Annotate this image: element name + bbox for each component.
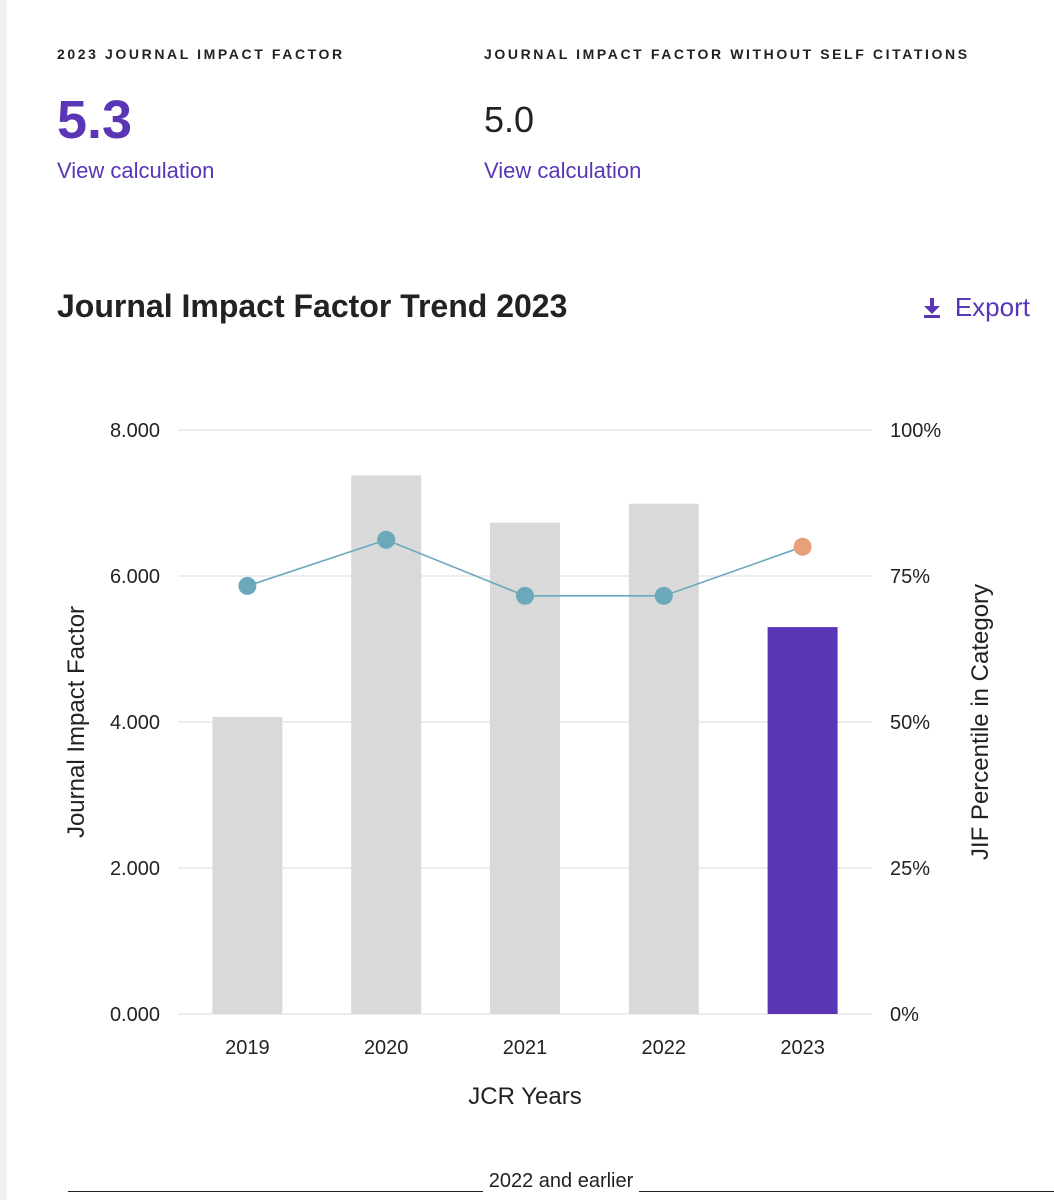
y2-axis-title: JIF Percentile in Category [967,584,994,860]
bar-2023 [767,627,838,1014]
divider-label: 2022 and earlier [488,1170,634,1192]
download-icon [923,297,941,318]
x-tick-label: 2020 [364,1037,409,1059]
view-calculation-link[interactable]: View calculation [57,158,215,183]
metric-jif: 2023 JOURNAL IMPACT FACTOR 5.3 View calc… [57,46,345,184]
metric-jif-label: 2023 JOURNAL IMPACT FACTOR [57,46,345,62]
y-tick-label: 4.000 [110,712,160,734]
metric-jif-without-self-value: 5.0 [484,99,535,140]
view-calculation-link-self[interactable]: View calculation [484,158,642,183]
x-tick-label: 2019 [225,1037,270,1059]
metric-jif-without-self-label: JOURNAL IMPACT FACTOR WITHOUT SELF CITAT… [484,46,970,62]
percentile-point-2023 [793,537,812,556]
metric-jif-without-self: JOURNAL IMPACT FACTOR WITHOUT SELF CITAT… [484,46,970,184]
trend-title: Journal Impact Factor Trend 2023 [57,288,568,324]
y-tick-label: 8.000 [110,420,160,442]
percentile-point-2019 [238,576,257,595]
y2-tick-label: 100% [890,420,941,442]
y2-tick-label: 75% [890,566,930,588]
bar-2019 [212,716,283,1014]
export-button[interactable]: Export [923,292,1030,323]
percentile-point-2022 [654,586,673,605]
percentile-point-2021 [516,586,534,605]
y2-tick-label: 50% [890,712,930,734]
y-axis-title: Journal Impact Factor [63,606,90,838]
x-tick-label: 2021 [503,1037,548,1059]
y2-tick-label: 25% [890,858,930,880]
bar-2020 [351,475,422,1014]
x-tick-label: 2023 [780,1037,825,1059]
chart-percentile-points [238,530,812,605]
chart-bars [212,475,838,1014]
section-divider: 2022 and earlier [68,1170,1054,1193]
y-tick-label: 2.000 [110,858,160,880]
divider-rule-left [68,1171,483,1192]
page-left-edge [0,0,7,1200]
jif-trend-chart: 0.000 2.000 4.000 6.000 8.000 0% 25% 50% 75% 100%… [63,420,994,1110]
x-tick-label: 2022 [642,1037,687,1059]
bar-2022 [628,503,699,1014]
x-axis-title: JCR Years [468,1083,581,1110]
chart-labels: 0.000 2.000 4.000 6.000 8.000 0% 25% 50% 75% 100%… [63,420,994,1110]
divider-rule-right [639,1171,1054,1192]
y2-tick-label: 0% [890,1004,919,1026]
export-label: Export [954,292,1030,322]
y-tick-label: 6.000 [110,566,160,588]
y-tick-label: 0.000 [110,1004,160,1026]
metric-jif-value: 5.3 [57,90,133,150]
percentile-point-2020 [377,530,396,549]
